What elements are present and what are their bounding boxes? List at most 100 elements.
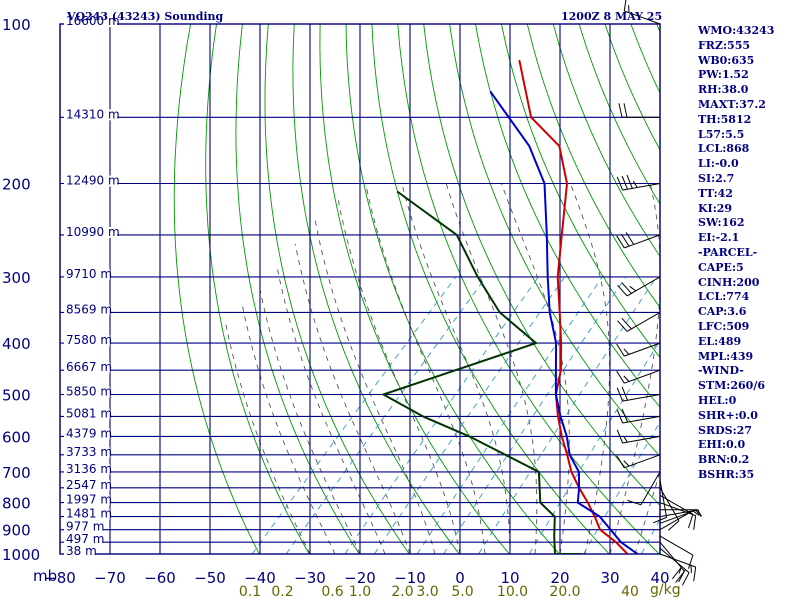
wind-barb-feather <box>616 429 624 444</box>
wind-barb-feather <box>621 317 632 330</box>
height-label: 14310 m <box>66 107 120 121</box>
stability-indices-panel: WMO:43243 FRZ:555 WB0:635 PW:1.52 RH:38.0 MAX… <box>698 24 798 483</box>
wind-barb-staff <box>659 547 690 573</box>
wind-barb <box>616 429 661 444</box>
wind-barb-feather <box>626 174 633 189</box>
height-label: 3136 m <box>66 462 112 476</box>
wind-barb <box>623 0 661 25</box>
pressure-tick-label: 100 <box>2 16 31 34</box>
wind-barb-feather <box>632 180 638 188</box>
height-label: 9710 m <box>66 267 112 281</box>
wind-barb <box>616 174 661 191</box>
wind-barb <box>659 487 680 531</box>
grid-lines <box>59 23 661 555</box>
mixing-ratio-label: 0.6 <box>321 584 343 600</box>
wind-barb-staff <box>659 502 696 517</box>
wind-barb-feather <box>697 509 702 517</box>
height-label-bg <box>64 386 110 398</box>
temperature-tick-label: −60 <box>144 569 176 587</box>
mixing-ratio-label: 10.0 <box>497 584 528 600</box>
moist-adiabat <box>445 183 538 554</box>
wind-barb-staff <box>622 415 661 424</box>
temperature-tick-label: −70 <box>94 569 126 587</box>
wind-barb-feather <box>668 520 680 531</box>
index-line: CAP:3.6 <box>698 305 747 319</box>
wind-barb-feather <box>620 233 630 247</box>
temperature-tick-label: −30 <box>294 569 326 587</box>
wind-barb-feather <box>616 409 624 424</box>
dry-adiabat <box>345 24 560 554</box>
index-line: STM:260/6 <box>698 379 765 393</box>
height-label-bg <box>64 428 110 440</box>
height-label-bg <box>64 508 110 520</box>
wind-barb <box>616 386 661 402</box>
height-label-bg <box>64 494 110 506</box>
height-label: 10990 m <box>66 225 120 239</box>
wind-barb <box>616 454 661 469</box>
wind-barb-staff <box>659 553 696 568</box>
wind-barb-feather <box>621 408 628 423</box>
mixing-ratio-label: 1.0 <box>349 584 371 600</box>
wind-barb-staff <box>622 183 661 191</box>
height-label-bg <box>64 268 110 280</box>
index-line: LCL:868 <box>698 142 750 156</box>
mixing-ratio-line <box>443 276 627 554</box>
mixing-ratio-label: 2.0 <box>391 584 413 600</box>
height-label: 8569 m <box>66 302 112 316</box>
dry-adiabat <box>526 24 660 309</box>
mixing-ratio-line <box>251 276 457 554</box>
wind-barb-staff <box>659 487 680 521</box>
pressure-tick-label: 400 <box>2 335 31 353</box>
index-line: L57:5.5 <box>698 127 745 141</box>
height-label: 38 m <box>66 544 97 558</box>
mixing-ratio-line <box>374 276 566 554</box>
height-label-bg <box>64 534 103 546</box>
moist-adiabat <box>570 183 611 554</box>
pressure-tick-label: 600 <box>2 428 31 446</box>
dry-adiabat <box>264 24 410 554</box>
height-label: 497 m <box>66 532 104 546</box>
index-line: TT:42 <box>698 186 733 200</box>
temperature-tick-label: 0 <box>455 569 465 587</box>
pressure-tick-label: 700 <box>2 464 31 482</box>
dry-adiabat <box>292 24 460 554</box>
index-line: BRN:0.2 <box>698 453 750 467</box>
dry-adiabat <box>319 24 510 554</box>
index-line: FRZ:555 <box>698 38 751 52</box>
wind-barb-feather <box>617 320 628 332</box>
wind-barb-feather <box>629 285 637 292</box>
wind-barb <box>617 311 661 332</box>
pressure-tick-label: 1000 <box>2 546 40 564</box>
wind-barb-staff <box>659 494 694 515</box>
wind-barb-feather <box>621 386 628 401</box>
mixing-ratio-line <box>416 276 603 554</box>
height-label: 12490 m <box>66 174 120 188</box>
wind-barb-feather <box>618 103 623 118</box>
index-line: PW:1.52 <box>698 68 749 82</box>
wind-barb-feather <box>616 455 625 469</box>
dry-adiabat <box>552 24 660 258</box>
height-label-bg <box>64 109 118 121</box>
wind-barb-feather <box>616 343 625 357</box>
height-label: 2547 m <box>66 478 112 492</box>
dry-adiabat <box>423 24 660 507</box>
wind-barb-feather <box>693 515 697 530</box>
moist-adiabat <box>294 243 411 554</box>
dry-adiabat <box>173 24 260 554</box>
height-label: 1481 m <box>66 507 112 521</box>
height-label: 6667 m <box>66 360 112 374</box>
dewpoint-profile <box>382 190 583 554</box>
moist-adiabat <box>401 183 511 554</box>
temperature-tick-label: −10 <box>394 569 426 587</box>
dry-adiabat <box>449 24 660 457</box>
wind-barb-staff <box>659 535 694 556</box>
wind-barb-staff <box>626 311 661 332</box>
index-line: LCL:774 <box>698 290 750 304</box>
mixing-ratio-label: 20.0 <box>549 584 580 600</box>
height-label-bg <box>64 546 96 557</box>
height-label: 16600 m <box>66 14 120 28</box>
index-line: CINH:200 <box>698 275 760 289</box>
wind-barb-staff <box>624 454 661 469</box>
index-line: BSHR:35 <box>698 467 755 481</box>
index-line: MAXT:37.2 <box>698 97 766 111</box>
